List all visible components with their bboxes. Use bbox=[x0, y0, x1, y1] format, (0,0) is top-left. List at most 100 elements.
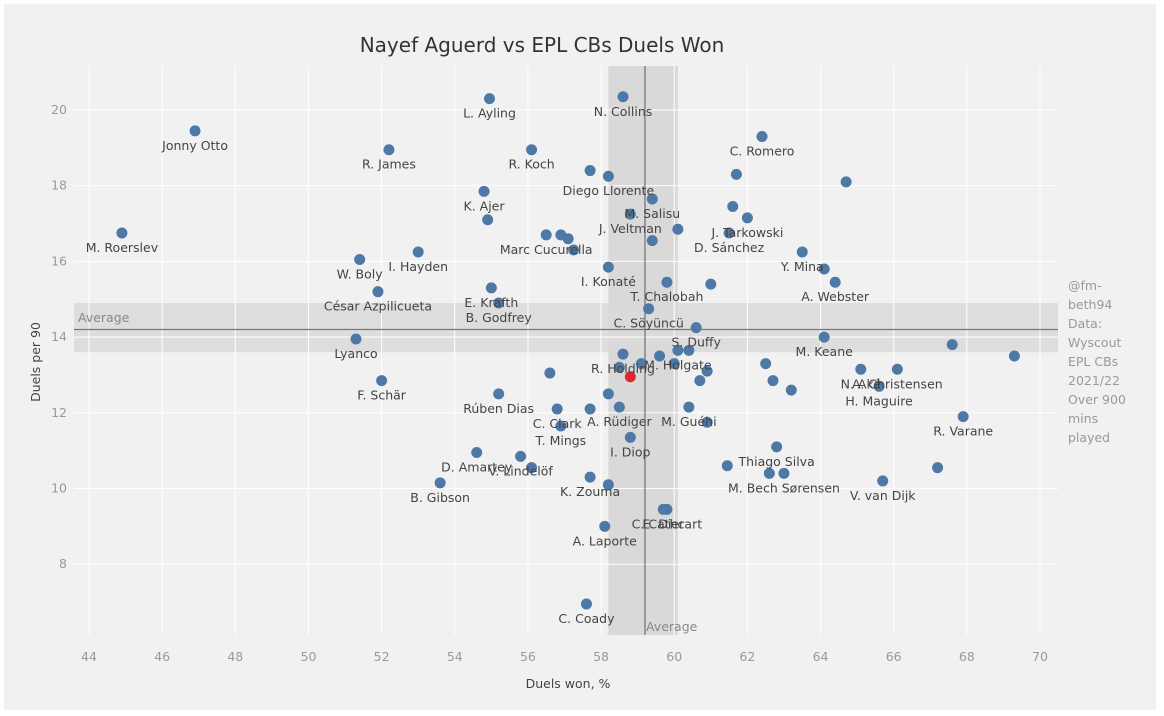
data-point bbox=[829, 276, 841, 288]
data-point bbox=[635, 358, 647, 370]
x-axis-ticks: 44 46 48 50 52 54 56 58 60 62 64 66 68 70 bbox=[81, 649, 1048, 664]
point-label: César Azpilicueta bbox=[324, 299, 432, 314]
data-point bbox=[721, 460, 733, 472]
data-point bbox=[654, 350, 666, 362]
note-line: Wyscout bbox=[1068, 335, 1121, 350]
data-point bbox=[482, 214, 494, 226]
data-point bbox=[840, 176, 852, 188]
note-line: Data: bbox=[1068, 316, 1102, 331]
data-point bbox=[434, 477, 446, 489]
point-label: A. Christensen bbox=[852, 376, 943, 391]
point-label: V. Lindelöf bbox=[488, 463, 553, 478]
point-label: E. Dier bbox=[642, 516, 685, 531]
point-label: B. Gibson bbox=[410, 490, 470, 505]
point-label: C. Clark bbox=[533, 416, 583, 431]
x-tick-label: 52 bbox=[374, 649, 390, 664]
note-line: beth94 bbox=[1068, 297, 1112, 312]
chart-title: Nayef Aguerd vs EPL CBs Duels Won bbox=[360, 33, 725, 57]
data-point bbox=[672, 344, 684, 356]
note-line: @fm- bbox=[1068, 278, 1102, 293]
data-point bbox=[493, 297, 505, 309]
note-line: played bbox=[1068, 430, 1110, 445]
x-tick-label: 54 bbox=[447, 649, 463, 664]
highlight-point bbox=[624, 371, 636, 383]
data-point bbox=[818, 331, 830, 343]
data-point bbox=[661, 276, 673, 288]
point-label: M. Holgate bbox=[644, 357, 712, 372]
data-point bbox=[756, 130, 768, 142]
point-label: M. Salisu bbox=[624, 206, 680, 221]
data-point bbox=[760, 358, 772, 370]
data-point bbox=[705, 278, 717, 290]
data-point bbox=[785, 384, 797, 396]
data-point bbox=[668, 358, 680, 370]
point-label: Marc Cucurella bbox=[500, 242, 593, 257]
note-line: Over 900 bbox=[1068, 392, 1126, 407]
point-label: C. Cathcart bbox=[632, 516, 703, 531]
point-label: C. Coady bbox=[558, 611, 615, 626]
data-point bbox=[551, 403, 563, 415]
data-point bbox=[643, 303, 655, 315]
point-label: C. Romero bbox=[730, 143, 795, 158]
data-point bbox=[873, 380, 885, 392]
data-point bbox=[818, 263, 830, 275]
point-label: W. Boly bbox=[337, 267, 384, 282]
point-label: M. Roerslev bbox=[86, 240, 159, 255]
data-point bbox=[354, 254, 366, 266]
x-tick-label: 66 bbox=[886, 649, 902, 664]
data-point bbox=[471, 447, 483, 459]
point-label: M. Guéhi bbox=[661, 414, 716, 429]
point-label: I. Hayden bbox=[388, 259, 448, 274]
data-point bbox=[694, 375, 706, 387]
data-point bbox=[478, 185, 490, 197]
data-point bbox=[613, 401, 625, 413]
x-tick-label: 68 bbox=[959, 649, 975, 664]
x-tick-label: 48 bbox=[227, 649, 243, 664]
point-label: Rúben Dias bbox=[463, 401, 534, 416]
point-label: T. Mings bbox=[534, 433, 586, 448]
data-point bbox=[580, 598, 592, 610]
data-point bbox=[701, 365, 713, 377]
point-label: K. Zouma bbox=[560, 484, 620, 499]
point-label: F. Schär bbox=[357, 388, 407, 403]
data-point bbox=[796, 246, 808, 258]
data-point bbox=[778, 467, 790, 479]
data-point bbox=[555, 420, 567, 432]
note-line: 2021/22 bbox=[1068, 373, 1120, 388]
point-label: Y. Mina bbox=[780, 259, 824, 274]
data-point bbox=[484, 93, 496, 105]
data-point bbox=[771, 441, 783, 453]
point-label: V. van Dijk bbox=[850, 488, 916, 503]
data-point bbox=[602, 261, 614, 273]
point-label: E. Krafth bbox=[464, 295, 518, 310]
point-label: H. Maguire bbox=[845, 393, 913, 408]
y-tick-label: 16 bbox=[51, 253, 67, 268]
point-label: S. Duffy bbox=[671, 335, 721, 350]
scatter-chart: 44 46 48 50 52 54 56 58 60 62 64 66 68 70 8 10 12 14 16 18… bbox=[28, 33, 1126, 691]
point-labels: Jonny Otto M. Roerslev R. James L. Ayling N.… bbox=[86, 104, 994, 626]
y-tick-label: 20 bbox=[51, 102, 67, 117]
data-point bbox=[957, 411, 969, 423]
data-point bbox=[683, 344, 695, 356]
point-label: K. Ajer bbox=[464, 198, 506, 213]
data-point bbox=[617, 91, 629, 103]
average-lines bbox=[74, 66, 1058, 635]
point-label: D. Sánchez bbox=[694, 240, 765, 255]
data-points bbox=[116, 91, 1020, 610]
data-point bbox=[485, 282, 497, 294]
data-point bbox=[855, 363, 867, 375]
data-point bbox=[584, 165, 596, 177]
point-label: R. Koch bbox=[508, 157, 554, 172]
y-tick-label: 8 bbox=[59, 556, 67, 571]
data-point bbox=[767, 375, 779, 387]
data-point bbox=[544, 367, 556, 379]
data-point bbox=[877, 475, 889, 487]
data-point bbox=[540, 229, 552, 241]
point-label: J. Tarkowski bbox=[710, 225, 783, 240]
data-point bbox=[599, 520, 611, 532]
data-point bbox=[617, 348, 629, 360]
data-point bbox=[526, 144, 538, 156]
note-line: EPL CBs bbox=[1068, 354, 1118, 369]
data-point bbox=[741, 212, 753, 224]
point-label: A. Laporte bbox=[573, 533, 638, 548]
